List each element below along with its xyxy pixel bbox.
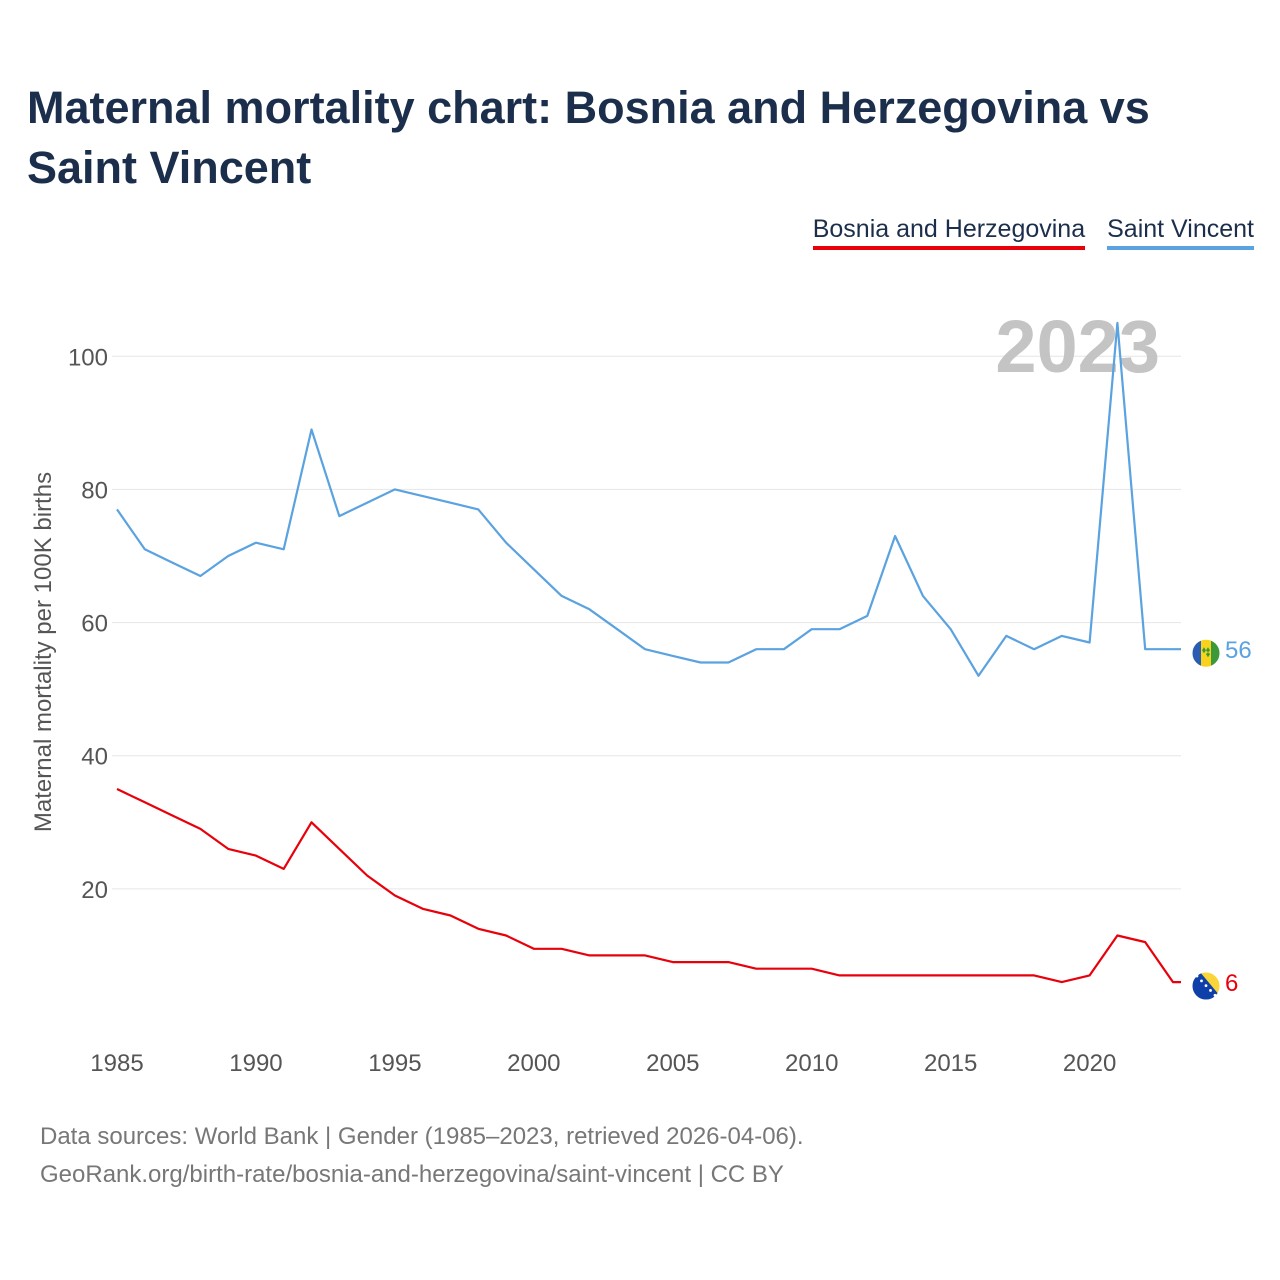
y-tick-label-20: 20 [81,877,108,904]
end-value-label-vc: 56 [1225,637,1252,664]
chart-title: Maternal mortality chart: Bosnia and Her… [27,82,1150,193]
series-layer [116,321,1181,984]
y-tick-label-60: 60 [81,611,108,638]
y-tick-label-80: 80 [81,477,108,504]
legend-item-saint-vincent[interactable]: Saint Vincent [1107,214,1254,250]
x-tick-label-2020: 2020 [1063,1050,1116,1077]
y-tick-label-100: 100 [68,344,108,371]
legend: Bosnia and Herzegovina Saint Vincent [812,214,1254,250]
y-axis-label: Maternal mortality per 100K births [30,472,57,832]
x-tick-label-1995: 1995 [368,1050,421,1077]
flag-marker-bih [1191,971,1221,1001]
series-line-vc [116,321,1181,677]
x-tick-label-2000: 2000 [507,1050,560,1077]
footer: Data sources: World Bank | Gender (1985–… [40,1118,804,1194]
grid-layer: 20 40 60 80 100 [68,344,1181,904]
series-line-bih [116,788,1181,984]
x-tick-labels: 1985 1990 1995 2000 2005 2010 2015 2020 [90,1050,1116,1077]
footer-source: Data sources: World Bank | Gender (1985–… [40,1123,804,1150]
endpoint-layer: 56 6 [1191,637,1252,1001]
x-tick-label-2015: 2015 [924,1050,977,1077]
end-value-label-bih: 6 [1225,970,1238,997]
legend-item-bosnia[interactable]: Bosnia and Herzegovina [812,214,1086,250]
x-tick-label-1990: 1990 [229,1050,282,1077]
x-tick-label-1985: 1985 [90,1050,143,1077]
x-tick-label-2010: 2010 [785,1050,838,1077]
y-tick-label-40: 40 [81,744,108,771]
footer-link[interactable]: GeoRank.org/birth-rate/bosnia-and-herzeg… [40,1161,784,1188]
year-watermark: 2023 [995,305,1160,388]
x-tick-label-2005: 2005 [646,1050,699,1077]
flag-marker-vc [1191,638,1221,668]
